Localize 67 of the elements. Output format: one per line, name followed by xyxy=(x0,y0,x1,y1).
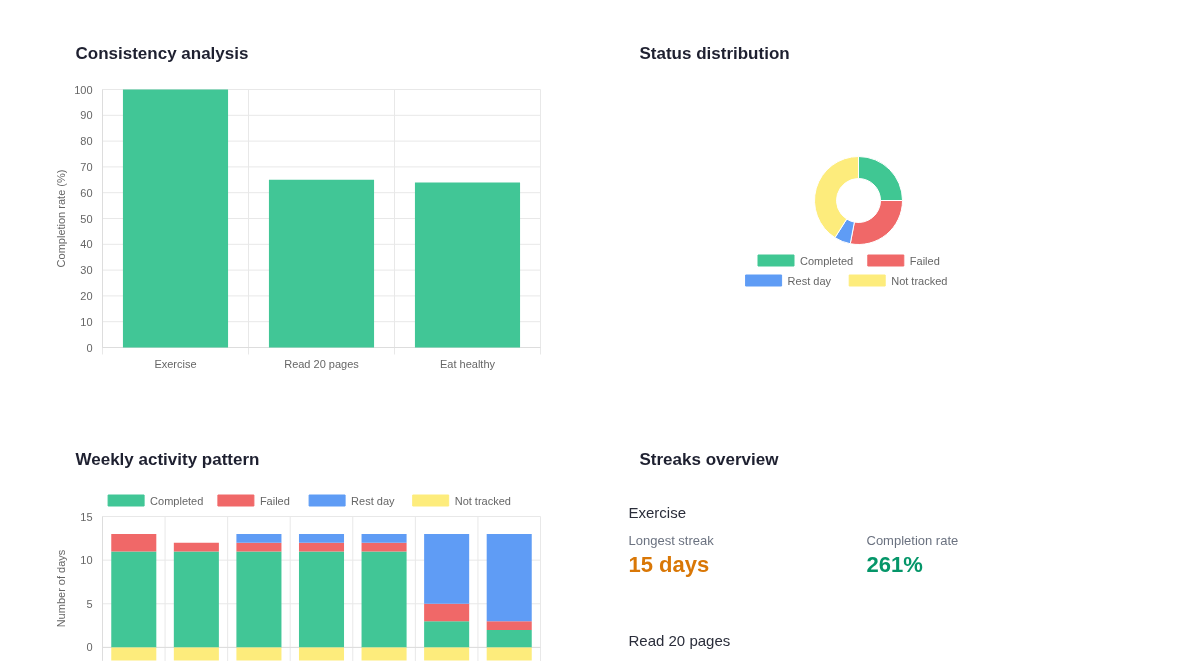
bar xyxy=(486,647,532,661)
y-tick-label: 0 xyxy=(86,341,93,354)
x-tick-label: Exercise xyxy=(154,357,197,370)
bar xyxy=(298,551,345,648)
bar xyxy=(424,533,470,604)
bar xyxy=(236,551,282,648)
bar xyxy=(111,647,157,661)
legend-label: Completed xyxy=(150,494,204,507)
y-tick-label: 0 xyxy=(86,641,93,654)
chart-title: Consistency analysis xyxy=(75,44,249,63)
y-tick-label: 70 xyxy=(80,160,93,173)
bar xyxy=(173,551,219,648)
legend-label: Completed xyxy=(800,254,854,267)
legend-label: Not tracked xyxy=(454,494,511,507)
bar xyxy=(173,542,219,552)
y-axis-title: Completion rate (%) xyxy=(54,169,67,268)
bar xyxy=(424,647,470,661)
bar xyxy=(361,551,407,648)
chart-title: Weekly activity pattern xyxy=(75,450,260,469)
legend-label: Failed xyxy=(259,494,290,507)
bar xyxy=(298,533,345,543)
y-tick-label: 50 xyxy=(80,212,93,225)
text: 15 days xyxy=(628,552,710,577)
text: Longest streak xyxy=(628,533,715,548)
legend-label: Rest day xyxy=(787,274,832,287)
y-axis-title: Number of days xyxy=(54,549,67,628)
bar xyxy=(424,603,470,622)
text: Exercise xyxy=(628,504,687,521)
legend-label: Not tracked xyxy=(891,274,948,287)
y-tick-label: 80 xyxy=(80,135,93,148)
bar xyxy=(486,533,532,622)
bar xyxy=(361,533,407,543)
text: Streaks overview xyxy=(639,450,780,469)
y-tick-label: 90 xyxy=(80,109,93,122)
bar xyxy=(486,629,532,648)
y-tick-label: 60 xyxy=(80,186,93,199)
x-tick-label: Eat healthy xyxy=(439,357,496,370)
bar xyxy=(268,179,375,348)
y-tick-label: 20 xyxy=(80,289,93,302)
text: 261% xyxy=(866,552,923,577)
text: Read 20 pages xyxy=(628,632,731,649)
bar xyxy=(111,551,157,648)
legend-label: Failed xyxy=(909,254,940,267)
y-tick-label: 40 xyxy=(80,238,93,251)
y-tick-label: 30 xyxy=(80,264,93,277)
bar xyxy=(236,542,282,552)
bar xyxy=(414,182,521,348)
bar xyxy=(236,647,282,661)
chart-title: Status distribution xyxy=(639,44,790,63)
bar xyxy=(361,647,407,661)
bar xyxy=(298,542,345,552)
bar xyxy=(424,621,470,648)
x-tick-label: Read 20 pages xyxy=(284,357,360,370)
bar xyxy=(298,647,345,661)
bar xyxy=(236,533,282,543)
text: Completion rate xyxy=(866,533,959,548)
bar xyxy=(173,647,219,661)
bar xyxy=(486,621,532,630)
y-tick-label: 10 xyxy=(80,554,93,567)
y-tick-label: 5 xyxy=(86,597,93,610)
y-tick-label: 15 xyxy=(80,510,93,523)
y-tick-label: 100 xyxy=(74,83,93,96)
y-tick-label: 10 xyxy=(80,315,93,328)
bar xyxy=(361,542,407,552)
bar xyxy=(122,89,229,348)
legend-label: Rest day xyxy=(351,494,396,507)
bar xyxy=(111,533,157,552)
